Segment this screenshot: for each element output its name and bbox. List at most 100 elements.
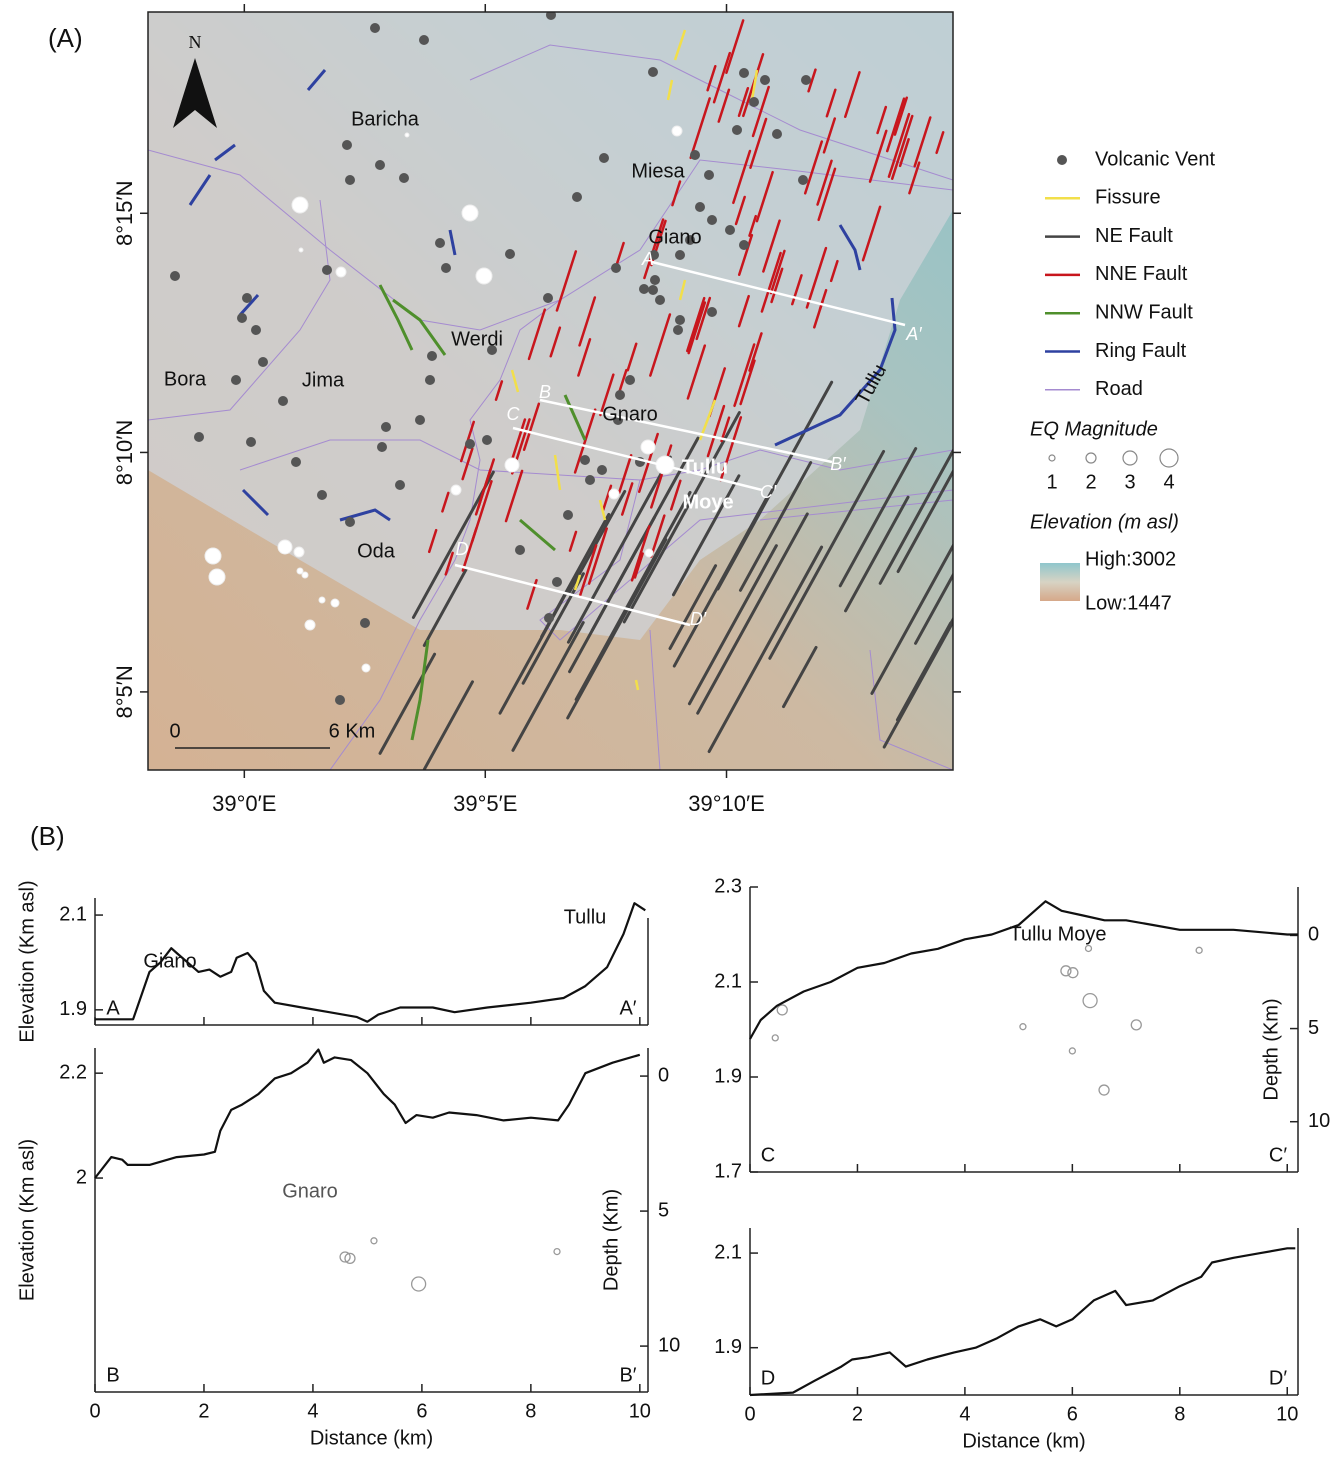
nne-fault [893,96,908,136]
scale-bar: 0 6 Km [169,720,375,749]
nne-fault [770,267,784,304]
elevation-low: Low:1447 [1085,592,1172,614]
nne-fault [737,86,750,118]
scale-label: 0 [169,720,180,742]
nne-fault [751,85,770,138]
road [239,439,953,481]
north-label: N [189,32,202,52]
x-tick-label: 0 [744,1403,755,1425]
legend-eq-circle [1048,454,1056,462]
profile-end: C′ [1269,1144,1287,1166]
vent [395,480,405,490]
profile-line [95,902,646,1023]
profile-label: D′ [690,609,707,629]
place-label: Gnaro [602,403,658,425]
earthquake [1068,1047,1077,1055]
fissure [678,279,687,301]
fissure [750,69,759,101]
vent [322,265,332,275]
nnw-fault [519,518,556,552]
vent [425,375,435,385]
nne-fault [822,117,837,154]
vent [427,351,437,361]
nne-fault [633,552,644,579]
profile-label: C [507,404,521,424]
x-tick-label: 39°0′E [212,791,276,816]
ne-fault [870,542,953,695]
ring-fault [448,229,457,256]
nne-fault [762,219,781,273]
road [869,649,953,770]
nne-fault [669,479,682,511]
legend-label: NE Fault [1095,225,1173,247]
profile-end: A′ [619,997,636,1019]
earthquake [504,457,520,473]
vent [801,75,811,85]
elevation-colorbar [1040,563,1080,601]
nne-fault [742,53,765,118]
legend-swatch [1057,155,1067,165]
volcano-label: Tullu [682,456,728,478]
earthquake [277,539,293,555]
nne-fault [719,416,743,482]
profile-start: D [761,1367,775,1389]
nne-fault [643,218,665,280]
y2-tick-label: 5 [658,1199,669,1221]
legend-eq-label: 2 [1085,471,1096,493]
nnw-fault [392,298,447,356]
nne-fault [579,544,598,597]
nne-fault [549,326,562,358]
vent [335,695,345,705]
nne-fault [885,97,906,153]
earthquake [671,125,683,137]
y-tick-label: 2.1 [714,970,742,992]
place-label: Werdi [451,328,503,350]
nnw-fault [378,284,414,351]
nne-fault [470,480,493,543]
earthquake [291,196,309,214]
nne-fault [649,313,672,377]
earthquake [370,1237,378,1245]
x-tick-label: 0 [89,1400,100,1422]
legend-label: NNE Fault [1095,263,1188,285]
vent [655,295,665,305]
vent [419,35,429,45]
road [329,299,561,770]
profile-end: D′ [1269,1367,1287,1389]
vent [505,249,515,259]
y-tick-label: 2.1 [59,903,87,925]
profile-start: B [106,1364,119,1386]
profile-line [749,1247,1296,1397]
nne-fault [861,205,882,262]
earthquake [640,439,656,455]
earthquake [318,596,326,604]
y-tick-label: 2 [76,1166,87,1188]
nne-fault [577,338,592,377]
nne-fault [805,246,828,309]
vent [399,173,409,183]
ne-fault [622,411,741,624]
profile-label: B′ [830,454,846,474]
fissure [553,454,562,491]
earthquake [1082,992,1098,1009]
earthquake [301,571,309,579]
vent [732,125,742,135]
nne-fault [599,373,615,417]
earthquake [1067,967,1079,979]
vent [704,170,714,180]
vent [648,285,658,295]
annotation: Tullu Moye [1009,923,1106,945]
vent [251,325,261,335]
vent [650,275,660,285]
y2-tick-label: 5 [1308,1017,1319,1039]
ne-fault [844,495,910,613]
legend-eq-label: 1 [1046,471,1057,493]
vent [278,396,288,406]
place-label: Giano [648,226,701,248]
earthquake [404,132,410,138]
vent [242,293,252,303]
place-label: Jima [302,369,345,391]
nne-fault [760,251,782,313]
nne-fault [876,105,888,135]
